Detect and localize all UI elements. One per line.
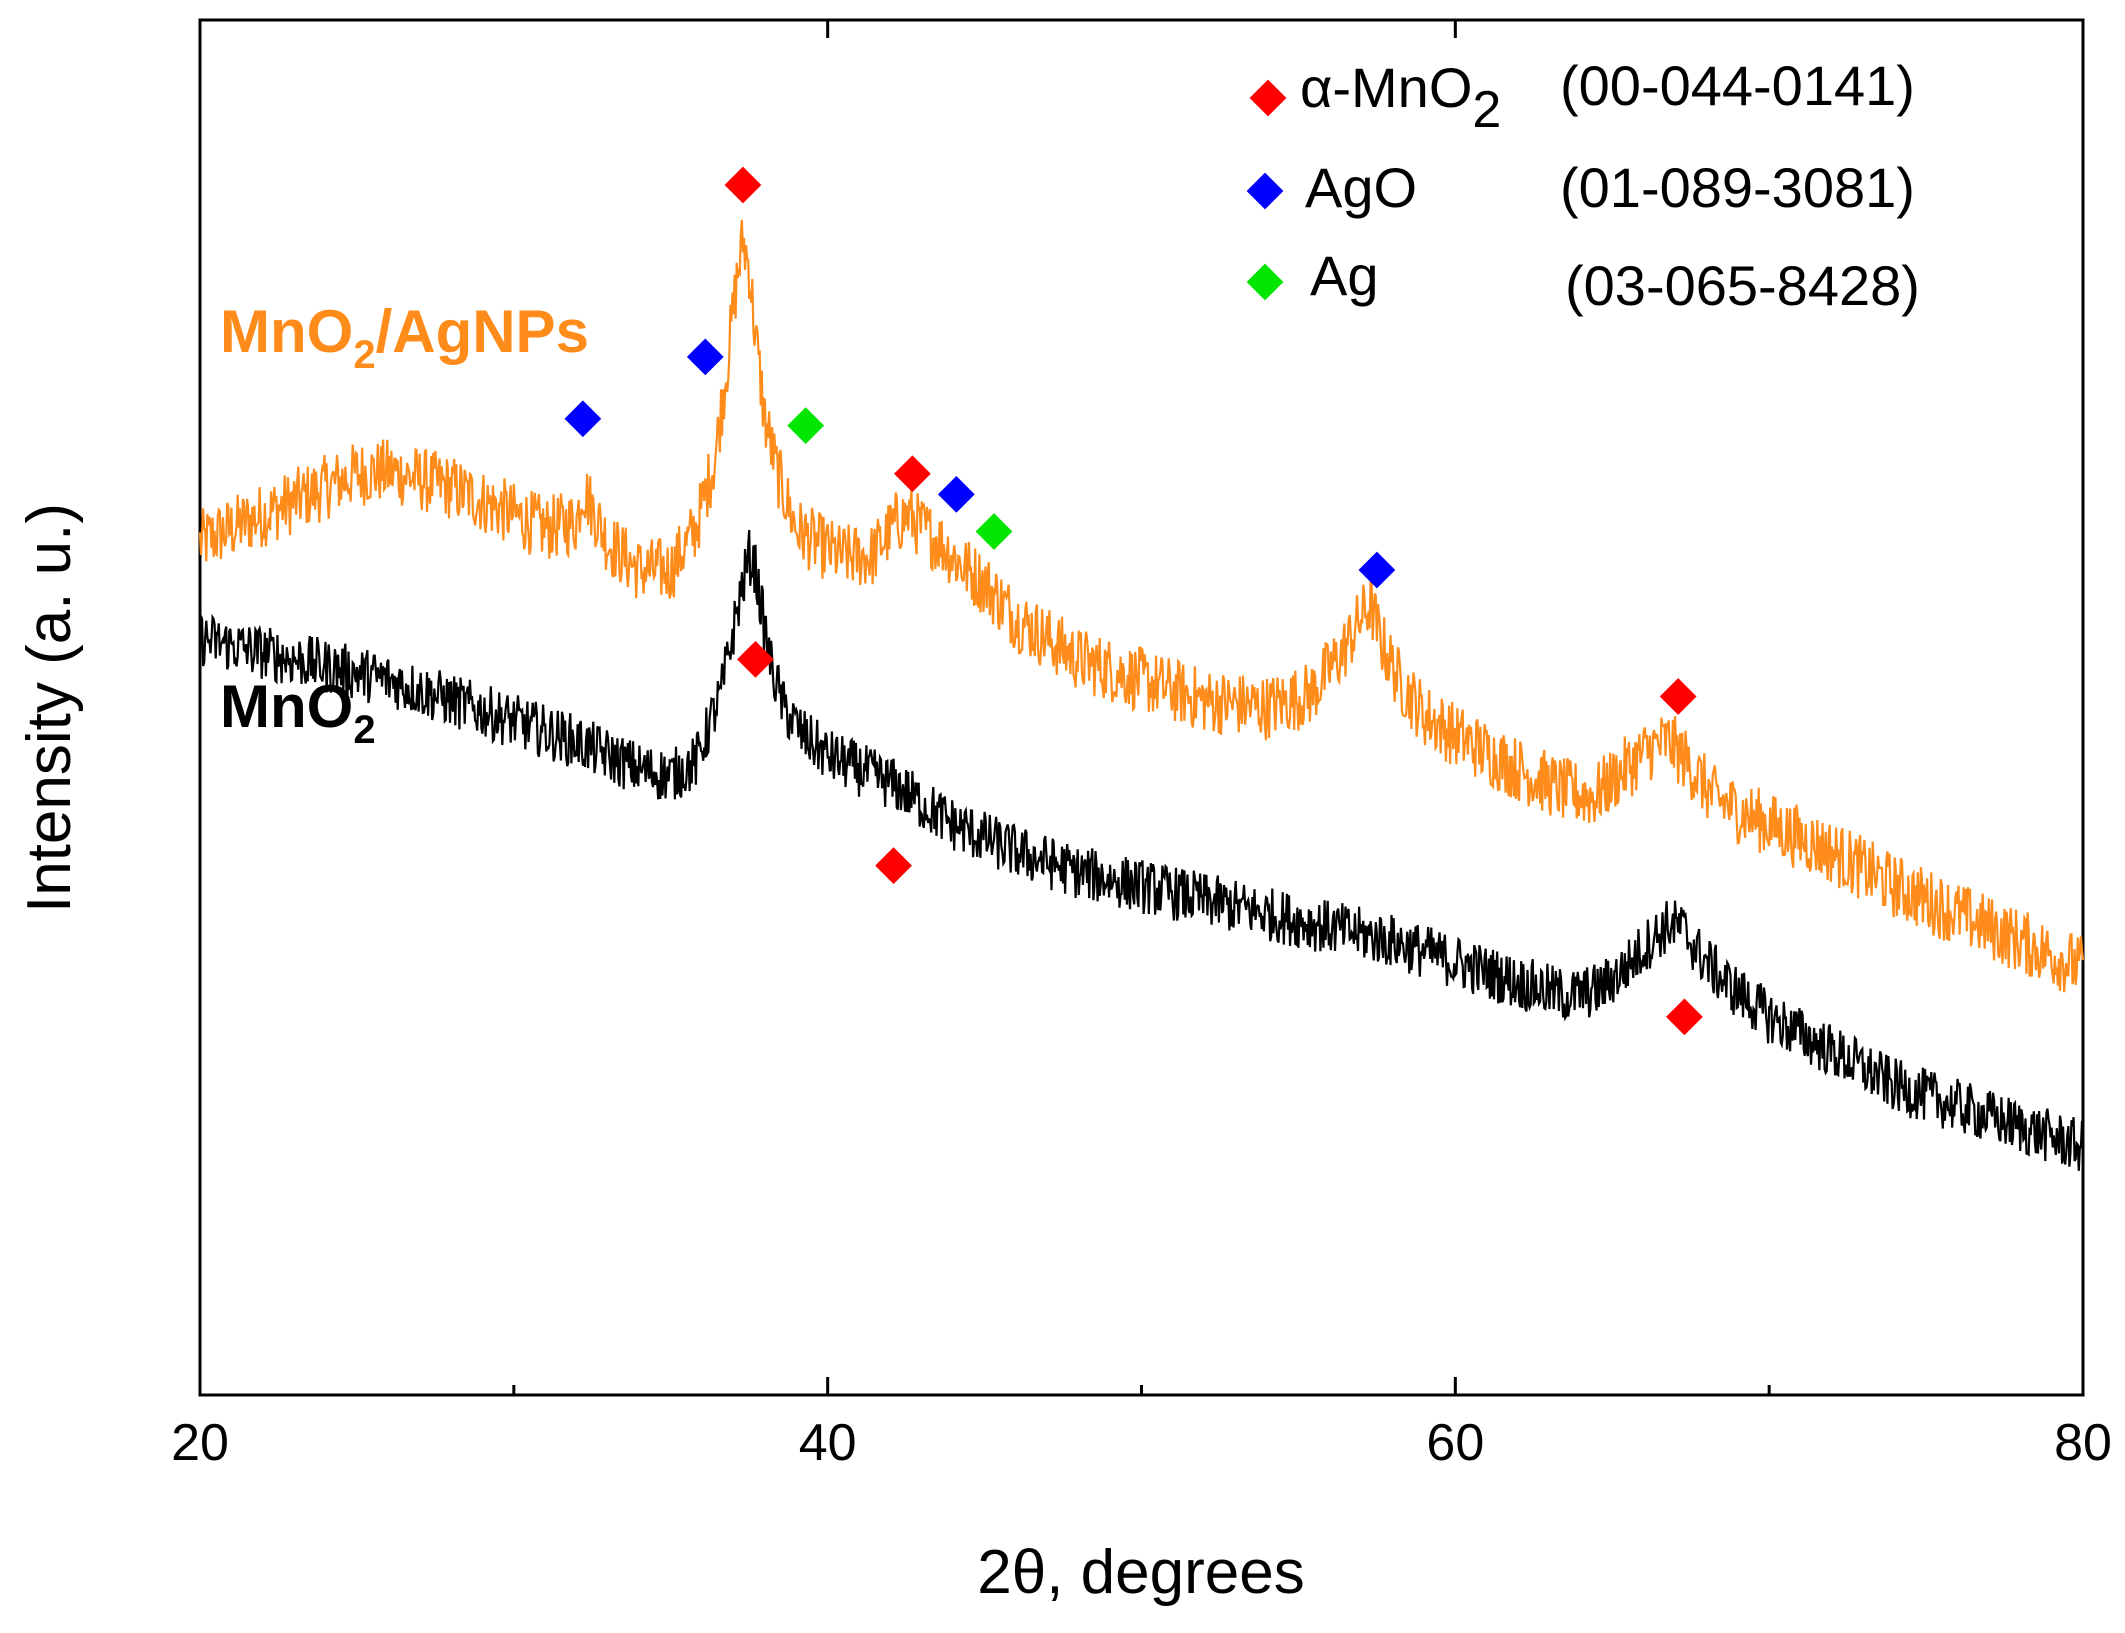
- peak-marker-ago-2: [686, 338, 724, 376]
- series-line-mno2_agnps: [198, 219, 2085, 993]
- legend-card-ag: (03-065-8428): [1565, 254, 1920, 317]
- x-tick-label-40: 40: [799, 1414, 857, 1472]
- legend-entry-ag: Ag (03-065-8428): [1246, 244, 1920, 317]
- x-axis: 20 40 60 80: [171, 20, 2112, 1472]
- series-label-mno2-agnps: MnO2/AgNPs: [220, 298, 589, 377]
- x-tick-label-80: 80: [2054, 1414, 2112, 1472]
- legend-card-alpha-mno2: (00-044-0141): [1560, 54, 1915, 117]
- x-tick-label-20: 20: [171, 1414, 229, 1472]
- legend-marker-alpha-mno2: [1249, 79, 1287, 117]
- legend-label-alpha-mno2: α-MnO: [1300, 56, 1472, 119]
- legend-entry-ago: AgO (01-089-3081): [1246, 156, 1915, 219]
- peak-marker-ago-1: [564, 400, 602, 438]
- x-tick-label-60: 60: [1426, 1414, 1484, 1472]
- legend-label-ago: AgO: [1305, 156, 1417, 219]
- legend-marker-ago: [1246, 172, 1284, 210]
- series-label-mno2: MnO2: [220, 673, 376, 752]
- svg-text:α-MnO2: α-MnO2: [1300, 56, 1501, 139]
- peak-marker-alpha-mno2-8: [1659, 678, 1697, 715]
- series-layer: [198, 219, 2085, 1171]
- y-axis-label: Intensity (a. u.): [15, 503, 84, 913]
- peak-marker-alpha-mno2-0: [724, 166, 762, 204]
- peak-marker-ag-6: [975, 513, 1013, 550]
- peak-marker-layer: [564, 166, 1703, 1036]
- peak-marker-alpha-mno2-11: [1666, 998, 1703, 1036]
- peak-marker-alpha-mno2-10: [875, 847, 912, 885]
- legend-label-ag: Ag: [1310, 244, 1379, 307]
- peak-marker-alpha-mno2-4: [894, 455, 931, 493]
- peak-marker-ago-7: [1358, 551, 1396, 589]
- legend-label-alpha-mno2-subscript: 2: [1472, 81, 1501, 139]
- plot-frame: [198, 18, 2085, 1397]
- legend-marker-ag: [1246, 263, 1284, 301]
- legend-card-ago: (01-089-3081): [1560, 156, 1915, 219]
- legend: α-MnO2 (00-044-0141) AgO (01-089-3081) A…: [1246, 54, 1920, 317]
- legend-entry-alpha-mno2: α-MnO2 (00-044-0141): [1249, 54, 1915, 139]
- series-line-mno2: [198, 529, 2085, 1171]
- peak-marker-ago-5: [937, 475, 975, 513]
- x-axis-label: 2θ, degrees: [977, 1538, 1304, 1607]
- peak-marker-ag-3: [787, 407, 825, 445]
- peak-marker-alpha-mno2-9: [737, 640, 774, 678]
